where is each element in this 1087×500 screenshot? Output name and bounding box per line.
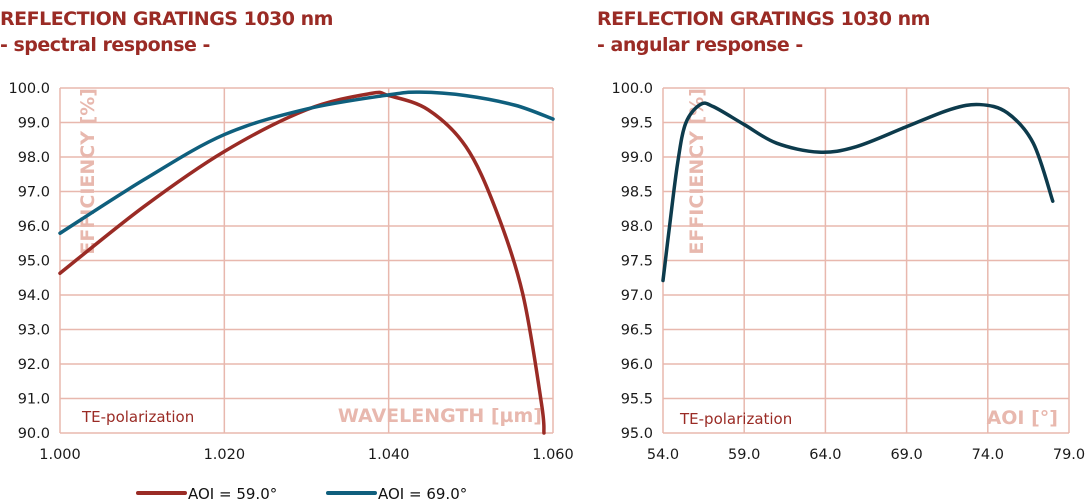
x-axis-label: AOI [°] [987,407,1058,429]
y-tick-label: 98.0 [621,219,653,235]
legend-label: AOI = 59.0° [188,485,277,500]
x-tick-label: 59.0 [728,447,760,463]
y-tick-label: 100.0 [8,81,50,97]
y-axis-label: EFFICIENCY [%] [686,88,708,255]
y-tick-label: 97.0 [18,185,50,201]
y-tick-label: 99.5 [621,116,653,132]
y-tick-label: 96.0 [18,219,50,235]
x-axis-label: WAVELENGTH [µm] [338,405,542,427]
y-axis-label: EFFICIENCY [%] [77,88,99,255]
y-tick-label: 95.0 [18,254,50,270]
angular-chart-title: REFLECTION GRATINGS 1030 nm - angular re… [597,6,930,58]
angular-subtitle: - angular response - [597,34,803,56]
y-tick-label: 99.0 [621,150,653,166]
spectral-title: REFLECTION GRATINGS 1030 nm [0,8,333,30]
x-tick-label: 54.0 [647,447,679,463]
x-tick-label: 1.060 [532,447,574,463]
y-tick-label: 91.0 [18,392,50,408]
y-tick-label: 94.0 [18,288,50,304]
y-tick-label: 97.0 [621,288,653,304]
x-tick-label: 1.000 [39,447,81,463]
y-tick-label: 95.0 [621,426,653,442]
y-tick-label: 98.5 [621,185,653,201]
spectral-chart-title: REFLECTION GRATINGS 1030 nm - spectral r… [0,6,333,58]
polarization-annotation: TE-polarization [81,408,194,426]
y-tick-label: 97.5 [621,254,653,270]
y-tick-label: 92.0 [18,357,50,373]
x-tick-label: 64.0 [809,447,841,463]
series-line-1-0 [661,101,1055,283]
spectral-subtitle: - spectral response - [0,34,210,56]
x-tick-label: 69.0 [890,447,922,463]
y-tick-label: 96.5 [621,323,653,339]
y-tick-label: 90.0 [18,426,50,442]
y-tick-label: 93.0 [18,323,50,339]
y-tick-label: 98.0 [18,150,50,166]
x-tick-label: 74.0 [972,447,1004,463]
y-tick-label: 95.5 [621,392,653,408]
x-tick-label: 1.020 [204,447,246,463]
x-tick-label: 1.040 [368,447,410,463]
x-tick-label: 79.0 [1053,447,1085,463]
legend-label: AOI = 69.0° [378,485,467,500]
series-line-0-1 [58,90,555,235]
polarization-annotation: TE-polarization [679,410,792,428]
y-tick-label: 100.0 [611,81,653,97]
series-line-0-0 [58,90,546,435]
y-tick-label: 99.0 [18,116,50,132]
y-tick-label: 96.0 [621,357,653,373]
angular-title: REFLECTION GRATINGS 1030 nm [597,8,930,30]
